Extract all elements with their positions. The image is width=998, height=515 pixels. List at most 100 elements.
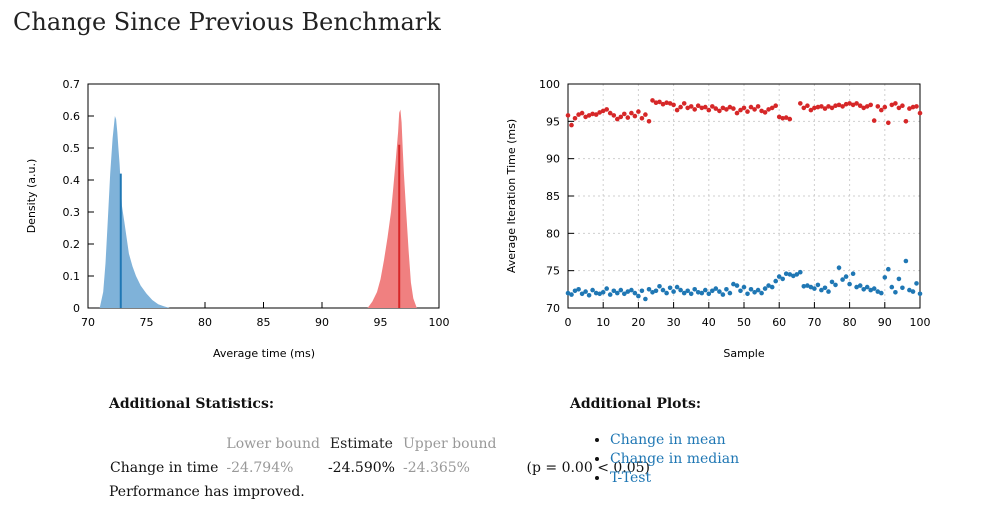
density-x-axis-title: Average time (ms): [213, 347, 315, 360]
sample-point-previous: [738, 288, 743, 294]
density-x-tick-label: 95: [374, 316, 388, 329]
sample-point-previous: [720, 292, 726, 297]
density-y-tick-label: 0.2: [63, 238, 81, 251]
sample-point-current: [653, 100, 659, 105]
sample-point-current: [618, 114, 624, 120]
sample-point-current: [650, 98, 655, 103]
sample-point-previous: [801, 284, 807, 289]
change-in-mean-link[interactable]: Change in mean: [610, 432, 726, 448]
sample-point-current: [861, 105, 866, 111]
samples-y-tick-label: 90: [546, 153, 560, 166]
sample-point-previous: [657, 284, 662, 289]
sample-point-current: [815, 104, 821, 110]
samples-y-axis-title: Average Iteration Time (ms): [505, 119, 518, 273]
lower-bound-value: -24.794%: [226, 460, 294, 476]
sample-point-previous: [636, 293, 641, 299]
sample-point-previous: [734, 283, 740, 288]
sample-point-current: [622, 111, 627, 117]
sample-point-previous: [699, 290, 705, 296]
sample-point-previous: [611, 288, 617, 294]
sample-point-current: [826, 104, 831, 109]
sample-point-previous: [868, 287, 873, 293]
sample-point-previous: [727, 290, 733, 296]
sample-point-current: [745, 109, 750, 114]
sample-point-previous: [615, 290, 620, 296]
sample-point-current: [699, 105, 705, 111]
sample-point-current: [780, 116, 785, 121]
sample-point-previous: [593, 290, 599, 296]
performance-verdict: Performance has improved.: [109, 484, 305, 500]
sample-point-current: [910, 104, 916, 110]
sample-point-previous: [826, 289, 831, 294]
list-item: Change in median: [610, 450, 739, 469]
sample-point-previous: [889, 284, 895, 290]
sample-point-current: [583, 114, 588, 120]
sample-point-current: [857, 103, 863, 108]
sample-point-previous: [565, 290, 571, 296]
statistics-header-row: Lower bound Estimate Upper bound: [106, 432, 654, 456]
density-y-tick-label: 0.3: [63, 206, 81, 219]
sample-point-previous: [805, 283, 810, 288]
additional-plots-title: Additional Plots:: [570, 396, 702, 412]
sample-point-current: [840, 104, 845, 109]
sample-point-previous: [688, 291, 694, 297]
sample-point-current: [864, 104, 870, 109]
density-x-tick-label: 80: [198, 316, 212, 329]
sample-point-previous: [664, 290, 669, 296]
sample-point-previous: [808, 284, 814, 290]
t-test-link[interactable]: T-Test: [610, 470, 652, 486]
sample-point-previous: [875, 289, 881, 294]
sample-point-current: [822, 106, 828, 111]
sample-point-current: [576, 112, 581, 117]
sample-point-current: [632, 113, 638, 119]
samples-x-tick-label: 40: [702, 316, 716, 329]
sample-point-current: [903, 119, 909, 124]
sample-point-current: [703, 104, 708, 110]
sample-point-previous: [706, 291, 712, 297]
sample-point-previous: [597, 291, 602, 297]
sample-point-current: [695, 103, 701, 108]
sample-point-previous: [745, 291, 750, 297]
sample-point-current: [766, 107, 771, 112]
density-x-tick-label: 75: [140, 316, 154, 329]
sample-point-previous: [685, 288, 690, 294]
sample-point-current: [639, 116, 645, 121]
sample-point-previous: [773, 278, 778, 284]
density-y-tick-label: 0: [73, 302, 80, 315]
sample-point-previous: [840, 277, 845, 282]
change-in-time-label: Change in time: [110, 460, 219, 476]
sample-point-previous: [625, 289, 631, 294]
sample-point-previous: [854, 284, 859, 290]
sample-point-previous: [755, 287, 761, 293]
sample-point-current: [836, 102, 842, 108]
sample-point-current: [720, 105, 726, 111]
samples-y-tick-label: 80: [546, 227, 560, 240]
density-x-tick-label: 90: [315, 316, 329, 329]
sample-point-previous: [829, 279, 835, 285]
sample-point-previous: [692, 287, 697, 292]
sample-point-previous: [843, 274, 849, 279]
sample-point-previous: [632, 290, 638, 296]
sample-point-current: [843, 101, 849, 107]
sample-point-current: [734, 110, 740, 116]
additional-statistics-title: Additional Statistics:: [109, 396, 274, 412]
p-value: (p = 0.00 < 0.05): [526, 460, 651, 476]
sample-point-current: [604, 107, 609, 112]
sample-point-current: [593, 112, 599, 117]
density-y-axis-title: Density (a.u.): [25, 159, 38, 234]
samples-y-tick-label: 95: [546, 115, 560, 128]
density-y-tick-label: 0.5: [63, 142, 81, 155]
sample-point-previous: [586, 293, 592, 298]
sample-point-previous: [910, 289, 916, 294]
sample-point-current: [819, 104, 824, 109]
sample-point-previous: [819, 287, 824, 293]
samples-x-tick-label: 50: [737, 316, 751, 329]
sample-point-current: [787, 116, 793, 122]
density-x-tick-label: 85: [257, 316, 271, 329]
sample-point-previous: [650, 290, 655, 295]
sample-point-current: [636, 109, 641, 114]
sample-point-previous: [762, 286, 768, 291]
change-in-median-link[interactable]: Change in median: [610, 451, 740, 467]
samples-y-tick-label: 85: [546, 190, 560, 203]
sample-point-current: [886, 120, 891, 126]
